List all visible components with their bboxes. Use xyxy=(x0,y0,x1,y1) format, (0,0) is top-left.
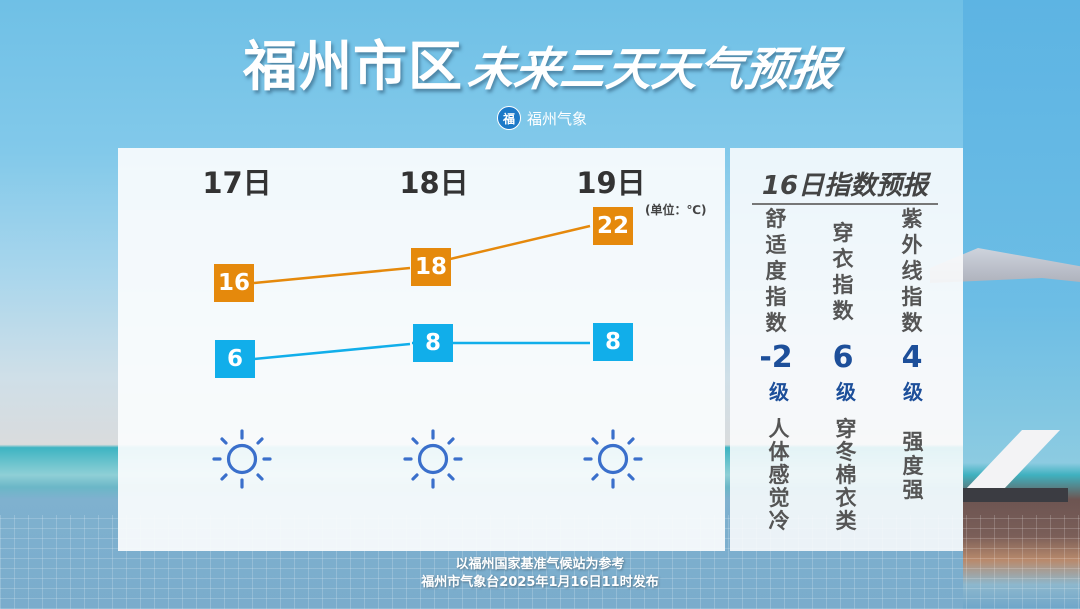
index-name-text: 舒适度指数 xyxy=(765,207,787,335)
index-value: 4 xyxy=(901,340,923,375)
footer: 以福州国家基准气候站为参考 福州市气象台2025年1月16日11时发布 xyxy=(0,556,1080,592)
day-label: 17日 xyxy=(202,166,272,200)
background-beach-scene xyxy=(963,0,1080,609)
sunny-icon xyxy=(212,429,272,489)
index-title: 16日指数预报 xyxy=(752,165,938,205)
index-desc-text: 穿冬棉衣类 xyxy=(835,417,857,533)
index-level: 级 xyxy=(769,380,789,404)
index-value: 6 xyxy=(832,340,854,375)
footer-issued: 福州市气象台2025年1月16日11时发布 xyxy=(421,575,659,590)
index-name-text: 穿衣指数 xyxy=(832,221,854,323)
lounger-base-decoration xyxy=(963,488,1068,502)
index-name: 穿衣指数 xyxy=(823,220,863,324)
brand-name: 福州气象 xyxy=(527,109,588,128)
page-title: 福州市区未来三天天气预报 xyxy=(0,22,1080,101)
unit-label: (单位：℃) xyxy=(645,203,707,217)
low-temp-box: 8 xyxy=(413,324,453,362)
index-desc: 人体感觉冷 xyxy=(759,418,799,533)
index-desc-text: 强度强 xyxy=(902,430,924,502)
index-name: 舒适度指数 xyxy=(756,206,796,336)
index-panel xyxy=(730,148,963,551)
high-temp-box: 18 xyxy=(411,248,451,286)
title-city: 福州市区 xyxy=(243,35,463,98)
brand-logo-icon: 福 xyxy=(497,106,521,130)
low-temp-box: 6 xyxy=(215,340,255,378)
index-desc: 强度强 xyxy=(893,430,933,502)
index-value: -2 xyxy=(759,340,793,375)
footer-reference: 以福州国家基准气候站为参考 xyxy=(455,557,625,572)
index-level: 级 xyxy=(836,380,856,404)
index-desc-text: 人体感觉冷 xyxy=(768,417,790,533)
index-level: 级 xyxy=(903,380,923,404)
sunny-icon xyxy=(403,429,463,489)
index-name-text: 紫外线指数 xyxy=(901,207,923,335)
low-temp-box: 8 xyxy=(593,323,633,361)
day-label: 19日 xyxy=(576,166,646,200)
sunny-icon xyxy=(583,429,643,489)
brand: 福 福州气象 xyxy=(497,106,587,130)
day-label: 18日 xyxy=(399,166,469,200)
index-name: 紫外线指数 xyxy=(892,206,932,336)
high-temp-box: 16 xyxy=(214,264,254,302)
high-temp-box: 22 xyxy=(593,207,633,245)
index-desc: 穿冬棉衣类 xyxy=(826,418,866,533)
